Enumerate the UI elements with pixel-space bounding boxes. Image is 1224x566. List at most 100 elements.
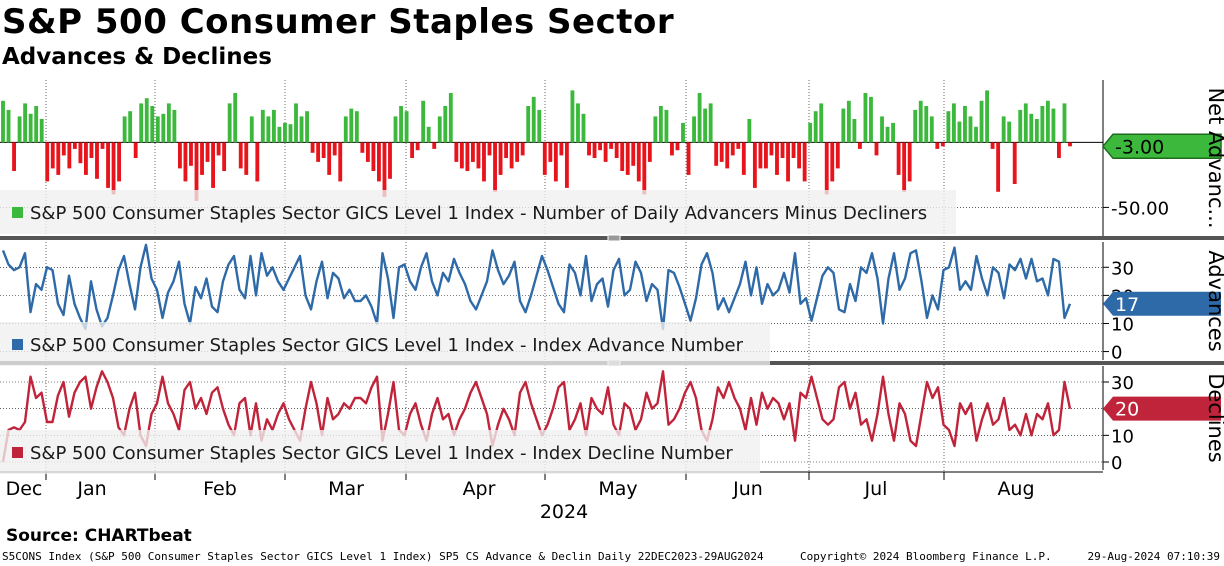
net-bar xyxy=(111,142,116,195)
net-bar xyxy=(493,142,497,192)
net-bar xyxy=(719,142,724,162)
y-tick-label: 30 xyxy=(1111,258,1134,279)
net-bar xyxy=(410,142,415,158)
legend-box xyxy=(0,430,760,474)
net-bar xyxy=(1023,103,1028,143)
legend-label: S&P 500 Consumer Staples Sector GICS Lev… xyxy=(30,443,733,464)
net-bar xyxy=(50,142,55,169)
net-bar xyxy=(61,142,66,156)
net-bar xyxy=(316,142,321,162)
net-bar xyxy=(542,142,547,175)
panel-resize-handle xyxy=(607,234,621,242)
month-tick-label: Jun xyxy=(732,478,763,500)
net-bar xyxy=(294,103,298,143)
net-bar xyxy=(78,142,83,164)
net-bar xyxy=(620,142,625,171)
net-bar xyxy=(874,142,879,156)
net-bar xyxy=(653,116,658,143)
net-bar xyxy=(415,142,420,151)
net-bar xyxy=(752,142,757,188)
net-bar xyxy=(951,103,956,143)
net-bar xyxy=(437,116,442,143)
net-bar xyxy=(780,142,785,158)
net-bar xyxy=(371,142,376,171)
net-bar xyxy=(1034,119,1039,143)
net-bar xyxy=(736,142,741,149)
net-bar xyxy=(89,142,94,158)
legend-swatch xyxy=(12,339,23,350)
net-bar xyxy=(846,100,851,143)
footer-timestamp: 29-Aug-2024 07:10:39 xyxy=(1087,550,1220,563)
net-bar xyxy=(56,142,61,175)
net-bar xyxy=(139,103,144,143)
axis-title: Net Advanc... xyxy=(1204,87,1224,228)
net-bar xyxy=(454,142,459,162)
net-bar xyxy=(576,103,580,143)
net-bar xyxy=(399,106,403,143)
net-bar xyxy=(459,142,464,169)
month-tick-label: Dec xyxy=(6,478,43,500)
net-bar xyxy=(470,142,475,162)
last-value-tag xyxy=(1103,291,1221,316)
net-bar xyxy=(675,142,680,151)
net-bar xyxy=(150,106,155,143)
footer-index-info: S5CONS Index (S&P 500 Consumer Staples S… xyxy=(2,550,764,563)
net-bar xyxy=(476,142,481,169)
net-bar xyxy=(72,142,77,149)
y-tick-label: 30 xyxy=(1111,373,1134,394)
net-bar xyxy=(349,108,354,143)
net-bar xyxy=(902,142,907,192)
net-bar xyxy=(443,106,448,143)
net-bar xyxy=(1068,142,1072,147)
net-bar xyxy=(166,103,171,143)
net-bar xyxy=(84,142,88,175)
net-bar xyxy=(996,142,1001,192)
net-bar xyxy=(1012,142,1017,184)
net-bar xyxy=(830,142,835,182)
last-value-label: 17 xyxy=(1115,294,1139,316)
net-bar xyxy=(465,142,470,171)
year-label: 2024 xyxy=(540,501,588,523)
net-bar xyxy=(764,142,768,169)
net-bar xyxy=(194,142,199,201)
net-bar xyxy=(681,122,685,143)
net-bar xyxy=(321,142,326,158)
net-bar xyxy=(34,106,39,143)
last-value-label: -3.00 xyxy=(1115,136,1164,158)
net-bar xyxy=(974,126,978,143)
net-bar xyxy=(155,116,160,143)
net-bar xyxy=(1029,113,1034,143)
net-bar xyxy=(786,142,790,182)
net-bar xyxy=(343,116,348,143)
net-bar xyxy=(642,142,647,195)
net-bar xyxy=(117,142,122,182)
month-tick-label: Jan xyxy=(76,478,106,500)
net-bar xyxy=(227,103,232,143)
net-bar xyxy=(813,111,818,143)
net-bar xyxy=(758,142,763,169)
net-bar xyxy=(896,142,901,175)
legend-label: S&P 500 Consumer Staples Sector GICS Lev… xyxy=(30,203,927,224)
net-bar xyxy=(216,142,221,156)
y-tick-label: 0 xyxy=(1111,453,1122,474)
net-bar xyxy=(404,111,409,143)
net-bar xyxy=(852,119,857,143)
net-bar xyxy=(603,142,608,162)
net-bar xyxy=(614,142,619,158)
net-bar xyxy=(288,124,293,143)
net-bar xyxy=(924,106,929,143)
net-bar xyxy=(354,111,359,143)
net-bar xyxy=(725,142,730,169)
net-bar xyxy=(913,109,918,143)
net-bar xyxy=(869,96,873,143)
net-bar xyxy=(1001,116,1006,143)
month-tick-label: Apr xyxy=(463,478,496,500)
net-bar xyxy=(835,142,840,169)
y-tick-label: -50.00 xyxy=(1111,198,1169,219)
net-bar xyxy=(271,109,276,143)
net-bar xyxy=(631,142,636,166)
net-bar xyxy=(6,109,11,143)
net-bar xyxy=(1057,142,1061,158)
net-bar xyxy=(1051,108,1056,143)
net-bar xyxy=(929,116,934,143)
